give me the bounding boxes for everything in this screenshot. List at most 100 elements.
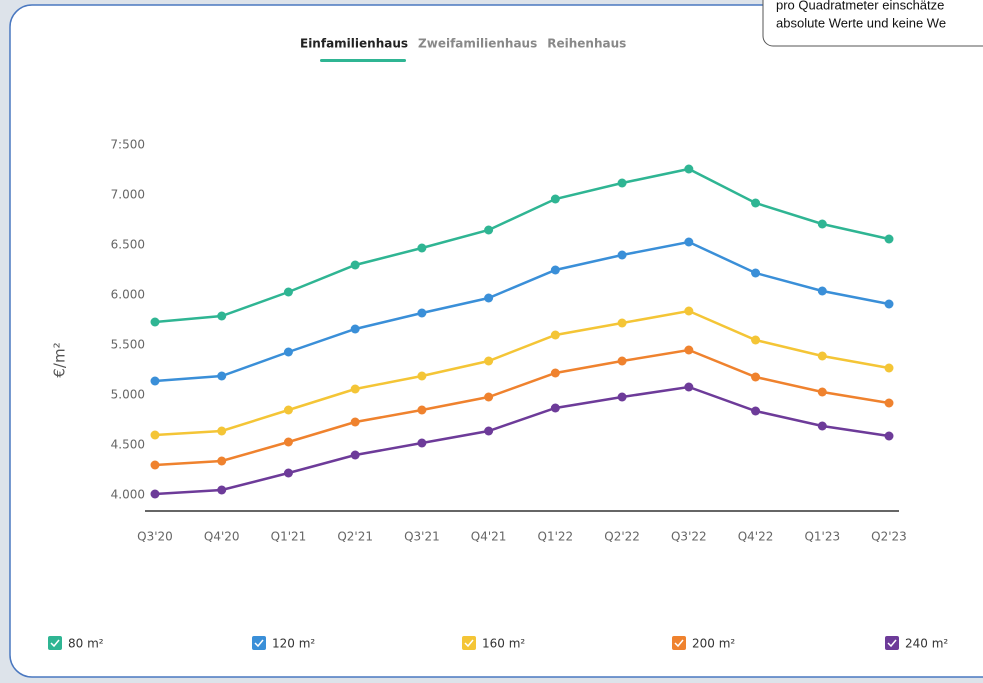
- data-point: [817, 219, 827, 229]
- data-point: [751, 268, 761, 278]
- legend-check: [887, 639, 897, 648]
- data-point: [484, 392, 494, 402]
- x-tick-label: Q2'21: [337, 530, 373, 544]
- legend-item[interactable]: 160 m²: [462, 636, 525, 651]
- data-point: [283, 347, 293, 357]
- data-point: [484, 225, 494, 235]
- legend-item[interactable]: 120 m²: [252, 636, 315, 651]
- data-point: [484, 293, 494, 303]
- data-point: [417, 438, 427, 448]
- x-tick-label: Q1'22: [538, 530, 574, 544]
- legend-check: [674, 639, 684, 648]
- data-point: [150, 430, 160, 440]
- data-point: [550, 403, 560, 413]
- data-point: [484, 356, 494, 366]
- y-tick-label: 7.000: [111, 188, 145, 202]
- data-point: [884, 299, 894, 309]
- x-tick-label: Q3'20: [137, 530, 173, 544]
- legend-label: 200 m²: [692, 637, 735, 651]
- legend-item[interactable]: 80 m²: [48, 636, 104, 651]
- legend-swatch: [462, 636, 476, 650]
- data-point: [417, 405, 427, 415]
- tab-underline: [320, 59, 407, 62]
- data-point: [884, 398, 894, 408]
- legend-label: 160 m²: [482, 637, 525, 651]
- x-tick-label: Q4'20: [204, 530, 240, 544]
- y-tick-label: 6.000: [111, 288, 145, 302]
- tooltip-box: [762, 0, 983, 47]
- data-point: [417, 371, 427, 381]
- data-point: [283, 468, 293, 478]
- data-point: [417, 243, 427, 253]
- tooltip-text: absolute Werte und keine We: [776, 15, 946, 30]
- data-point: [617, 250, 627, 260]
- data-point: [817, 351, 827, 361]
- data-point: [350, 384, 360, 394]
- data-point: [350, 417, 360, 427]
- data-point: [417, 308, 427, 318]
- data-point: [150, 376, 160, 386]
- x-tick-label: Q2'23: [871, 530, 907, 544]
- data-point: [617, 392, 627, 402]
- data-point: [217, 456, 227, 466]
- data-point: [817, 421, 827, 431]
- x-tick-label: Q1'21: [271, 530, 307, 544]
- legend-swatch: [252, 636, 266, 650]
- data-point: [217, 426, 227, 436]
- tab[interactable]: Einfamilienhaus: [300, 37, 408, 51]
- data-point: [283, 405, 293, 415]
- data-point: [617, 356, 627, 366]
- series-line: [154, 167, 890, 324]
- data-point: [550, 265, 560, 275]
- y-tick-label: 4.000: [111, 488, 145, 502]
- y-tick-label: 4.500: [111, 438, 145, 452]
- y-tick-label: 6.500: [111, 238, 145, 252]
- data-point: [217, 485, 227, 495]
- legend-label: 240 m²: [905, 637, 948, 651]
- plot: 4.000 4.500 5.000 5.500 6.000 6.500 7.000 7:500…: [48, 138, 948, 651]
- legend-swatch: [885, 636, 899, 650]
- y-tick-label: 5.000: [111, 388, 145, 402]
- card: [9, 4, 983, 678]
- data-point: [550, 368, 560, 378]
- legend-item[interactable]: 240 m²: [885, 636, 948, 651]
- legend-label: 80 m²: [68, 637, 104, 651]
- data-point: [217, 311, 227, 321]
- tab[interactable]: Zweifamilienhaus: [418, 37, 537, 51]
- data-point: [751, 335, 761, 345]
- data-point: [350, 450, 360, 460]
- x-tick-label: Q4'22: [738, 530, 774, 544]
- y-tick-label: 5.500: [111, 338, 145, 352]
- data-point: [550, 330, 560, 340]
- series-line: [154, 240, 890, 383]
- x-tick-label: Q4'21: [471, 530, 507, 544]
- x-tick-label: Q3'21: [404, 530, 440, 544]
- data-point: [884, 363, 894, 373]
- data-point: [617, 318, 627, 328]
- data-point: [884, 234, 894, 244]
- tabs: Einfamilienhaus Zweifamilienhaus Reihenhau…: [300, 37, 626, 62]
- data-point: [150, 317, 160, 327]
- legend-item[interactable]: 200 m²: [672, 636, 735, 651]
- data-point: [150, 460, 160, 470]
- data-point: [150, 489, 160, 499]
- x-tick-label: Q2'22: [604, 530, 640, 544]
- legend-check: [464, 639, 474, 648]
- x-tick-label: Q3'22: [671, 530, 707, 544]
- data-point: [684, 237, 694, 247]
- legend-swatch: [48, 636, 62, 650]
- data-point: [751, 406, 761, 416]
- data-point: [484, 426, 494, 436]
- tab[interactable]: Reihenhaus: [547, 37, 626, 51]
- tooltip-text: pro Quadratmeter einschätze: [776, 0, 944, 12]
- data-point: [817, 387, 827, 397]
- data-point: [684, 382, 694, 392]
- data-point: [684, 164, 694, 174]
- legend-check: [254, 639, 264, 648]
- legend-swatch: [672, 636, 686, 650]
- y-tick-label: 7:500: [110, 138, 145, 152]
- data-point: [684, 345, 694, 355]
- y-axis-label: €/m²: [51, 342, 69, 377]
- data-point: [684, 306, 694, 316]
